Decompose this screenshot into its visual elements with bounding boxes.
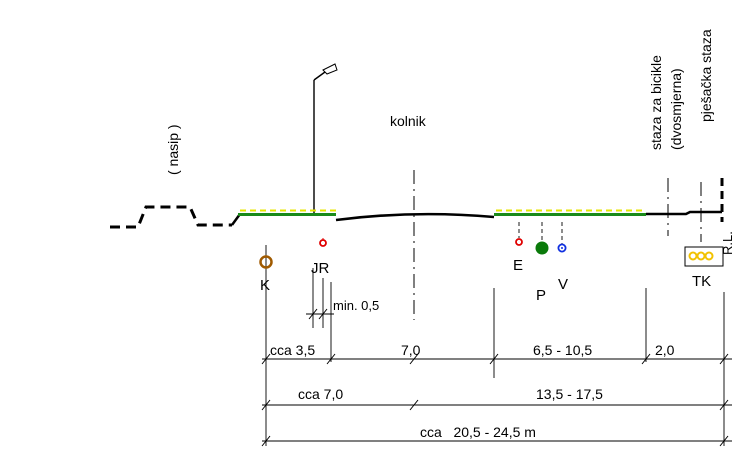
dimension-lines: [262, 313, 732, 442]
bike-and-pedestrian-surface: [646, 210, 722, 216]
water-v-symbol: [557, 243, 567, 253]
dim-row2-b: 13,5 - 17,5: [536, 386, 603, 402]
dim-row1-d: 2,0: [655, 342, 675, 358]
k-label: K: [260, 277, 270, 294]
dim-row1-b: 7,0: [401, 342, 421, 358]
dim-row1-c: 6,5 - 10,5: [533, 342, 592, 358]
min-offset-label: min. 0,5: [333, 298, 379, 313]
v-label: V: [558, 276, 568, 293]
gas-p-symbol: [535, 241, 549, 255]
extension-lines: [265, 222, 725, 446]
right-green-strip: [494, 209, 646, 216]
dim-row1-a: cca 3,5: [270, 342, 315, 358]
sewer-k-symbol: [259, 255, 273, 269]
jr-label: JR: [311, 260, 330, 277]
public-lighting-jr-symbol: [319, 238, 327, 247]
carriageway-label: kolnik: [390, 113, 427, 129]
electric-e-symbol: [515, 238, 523, 246]
e-label: E: [513, 257, 523, 274]
left-green-strip: [238, 209, 336, 216]
boundary-mark-label: R.L.: [720, 231, 732, 255]
dim-row2-a: cca 7,0: [298, 386, 343, 402]
axis-lines: [413, 170, 702, 320]
pedestrian-path-label: pješačka staza: [698, 29, 714, 122]
carriageway-surface: [335, 212, 495, 222]
tk-label: TK: [692, 273, 711, 290]
bike-direction-label: (dvosmjerna): [668, 68, 684, 150]
street-lamp-icon: [313, 63, 338, 214]
p-label: P: [536, 287, 546, 304]
telecom-tk-symbol: [684, 246, 724, 267]
embankment-label: ( nasip ): [165, 124, 181, 175]
dim-row3-total: cca 20,5 - 24,5 m: [420, 424, 536, 440]
bike-path-label: staza za bicikle: [648, 55, 664, 150]
dimension-ticks: [261, 308, 729, 447]
embankment-profile: [110, 205, 232, 229]
